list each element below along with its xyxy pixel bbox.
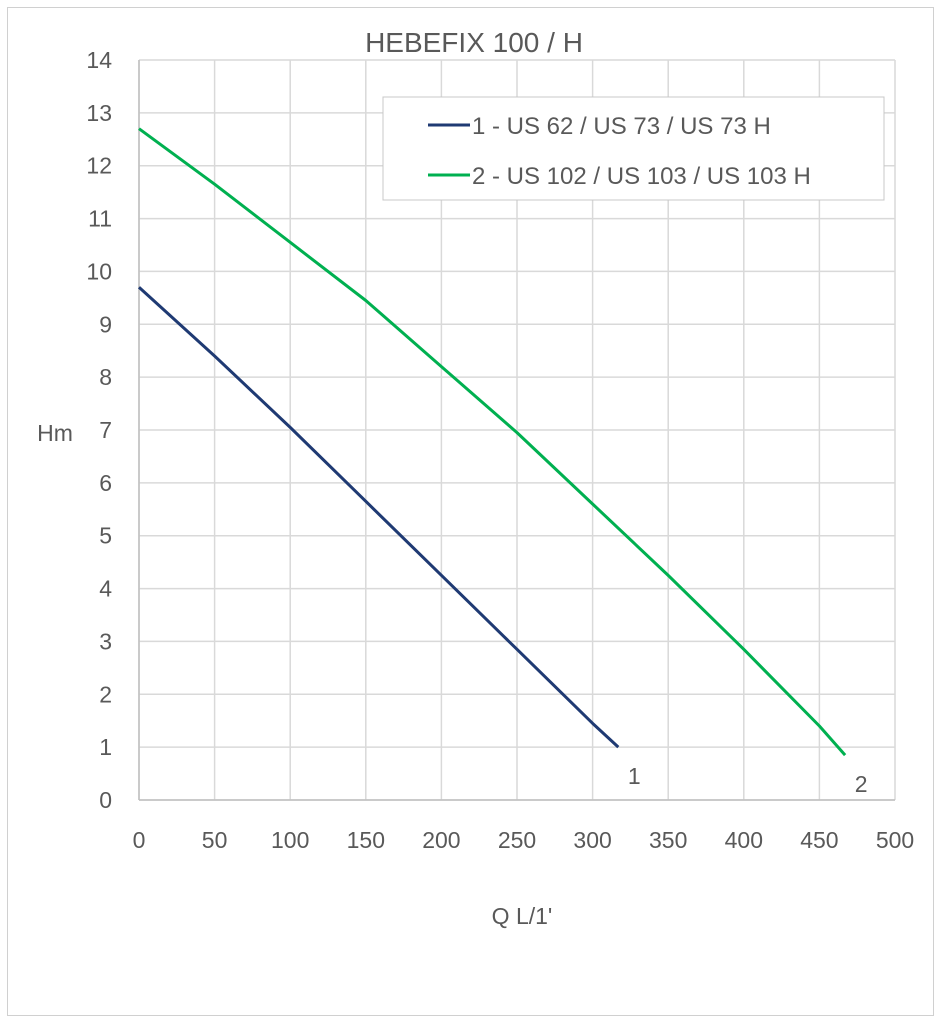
y-tick-label: 9 bbox=[99, 311, 112, 337]
legend: 1 - US 62 / US 73 / US 73 H 2 - US 102 /… bbox=[382, 96, 885, 201]
y-tick-label: 7 bbox=[99, 417, 112, 443]
x-tick-label: 50 bbox=[202, 827, 228, 853]
y-axis-label: Hm bbox=[37, 420, 73, 446]
y-tick-label: 3 bbox=[99, 628, 112, 654]
y-tick-label: 2 bbox=[99, 681, 112, 707]
x-tick-label: 350 bbox=[649, 827, 687, 853]
x-axis-label: Q L/1' bbox=[492, 903, 553, 929]
series-line-1 bbox=[137, 286, 620, 749]
y-tick-label: 1 bbox=[99, 734, 112, 760]
x-tick-label: 300 bbox=[573, 827, 611, 853]
x-tick-label: 0 bbox=[133, 827, 146, 853]
tick-labels: 0 50 100 150 200 250 300 350 400 450 5000123456789… bbox=[86, 47, 914, 853]
y-tick-label: 4 bbox=[99, 576, 112, 602]
x-tick-label: 400 bbox=[725, 827, 763, 853]
y-tick-label: 6 bbox=[99, 470, 112, 496]
chart-title: HEBEFIX 100 / H bbox=[365, 27, 583, 58]
legend-label-2: 2 - US 102 / US 103 / US 103 H bbox=[472, 163, 811, 190]
x-tick-label: 500 bbox=[876, 827, 914, 853]
legend-box bbox=[382, 96, 885, 201]
x-tick-label: 150 bbox=[347, 827, 385, 853]
chart-frame bbox=[7, 7, 934, 1016]
x-tick-label: 250 bbox=[498, 827, 536, 853]
series-line-2 bbox=[138, 127, 847, 757]
y-tick-label: 11 bbox=[88, 206, 112, 232]
y-tick-label: 13 bbox=[86, 100, 112, 126]
series-end-label-2: 2 bbox=[855, 771, 868, 797]
y-tick-label: 8 bbox=[99, 364, 112, 390]
y-tick-label: 5 bbox=[99, 523, 112, 549]
y-tick-label: 14 bbox=[86, 47, 112, 73]
x-tick-label: 200 bbox=[422, 827, 460, 853]
grid bbox=[138, 59, 896, 801]
x-tick-label: 450 bbox=[800, 827, 838, 853]
y-tick-label: 0 bbox=[99, 787, 112, 813]
series-end-label-1: 1 bbox=[628, 763, 641, 789]
x-tick-label: 100 bbox=[271, 827, 309, 853]
legend-label-1: 1 - US 62 / US 73 / US 73 H bbox=[472, 113, 771, 140]
y-tick-label: 10 bbox=[86, 258, 112, 284]
y-tick-label: 12 bbox=[86, 153, 112, 179]
